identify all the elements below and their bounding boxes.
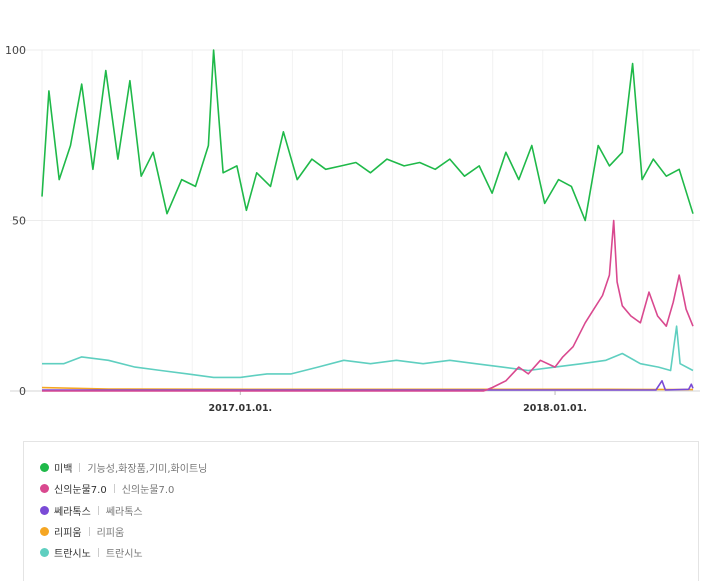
chart-grid bbox=[10, 49, 700, 392]
trend-line-chart: 0 50 100 2017.01.01. 2018.01.01. bbox=[5, 44, 700, 414]
legend-series-keywords: 쎄라톡스 bbox=[105, 506, 143, 518]
legend-series-name: 신의눈물7.0 bbox=[54, 484, 107, 496]
legend-divider bbox=[97, 505, 99, 515]
y-axis-ticks: 0 50 100 bbox=[5, 44, 26, 398]
legend-item-1[interactable]: 신의눈물7.0 신의눈물7.0 bbox=[40, 480, 174, 496]
legend-series-keywords: 기능성,화장품,기미,화이트닝 bbox=[87, 463, 208, 475]
chart-legend: 미백 기능성,화장품,기미,화이트닝 신의눈물7.0 신의눈물7.0 쎄라톡스 … bbox=[23, 441, 699, 581]
legend-item-4[interactable]: 트란시노 트란시노 bbox=[40, 544, 143, 560]
legend-color-dot bbox=[40, 505, 49, 515]
legend-series-name: 리피움 bbox=[54, 527, 82, 539]
series-line-2 bbox=[42, 379, 694, 391]
series-line-0 bbox=[41, 49, 694, 222]
series-line-1 bbox=[42, 219, 694, 392]
legend-series-name: 미백 bbox=[54, 463, 73, 475]
x-tick-label: 2018.01.01. bbox=[523, 403, 587, 414]
legend-item-0[interactable]: 미백 기능성,화장품,기미,화이트닝 bbox=[40, 459, 207, 475]
series-line-4 bbox=[42, 325, 694, 379]
y-tick-label: 0 bbox=[19, 385, 26, 398]
legend-divider bbox=[97, 547, 99, 557]
legend-divider bbox=[113, 483, 115, 493]
x-axis-ticks: 2017.01.01. 2018.01.01. bbox=[208, 391, 587, 414]
legend-divider bbox=[79, 462, 81, 472]
y-tick-label: 50 bbox=[12, 215, 26, 228]
legend-series-keywords: 리피움 bbox=[96, 527, 125, 539]
legend-series-keywords: 신의눈물7.0 bbox=[121, 484, 175, 496]
legend-color-dot bbox=[40, 547, 49, 557]
legend-series-keywords: 트란시노 bbox=[105, 548, 143, 560]
legend-item-2[interactable]: 쎄라톡스 쎄라톡스 bbox=[40, 502, 143, 518]
legend-series-name: 트란시노 bbox=[54, 548, 91, 560]
legend-item-3[interactable]: 리피움 리피움 bbox=[40, 523, 124, 539]
legend-color-dot bbox=[40, 483, 49, 493]
series-lines bbox=[41, 49, 694, 392]
legend-divider bbox=[88, 526, 90, 536]
y-tick-label: 100 bbox=[5, 44, 26, 57]
legend-color-dot bbox=[40, 462, 49, 472]
legend-color-dot bbox=[40, 526, 49, 536]
x-tick-label: 2017.01.01. bbox=[208, 403, 272, 414]
legend-series-name: 쎄라톡스 bbox=[54, 506, 91, 518]
